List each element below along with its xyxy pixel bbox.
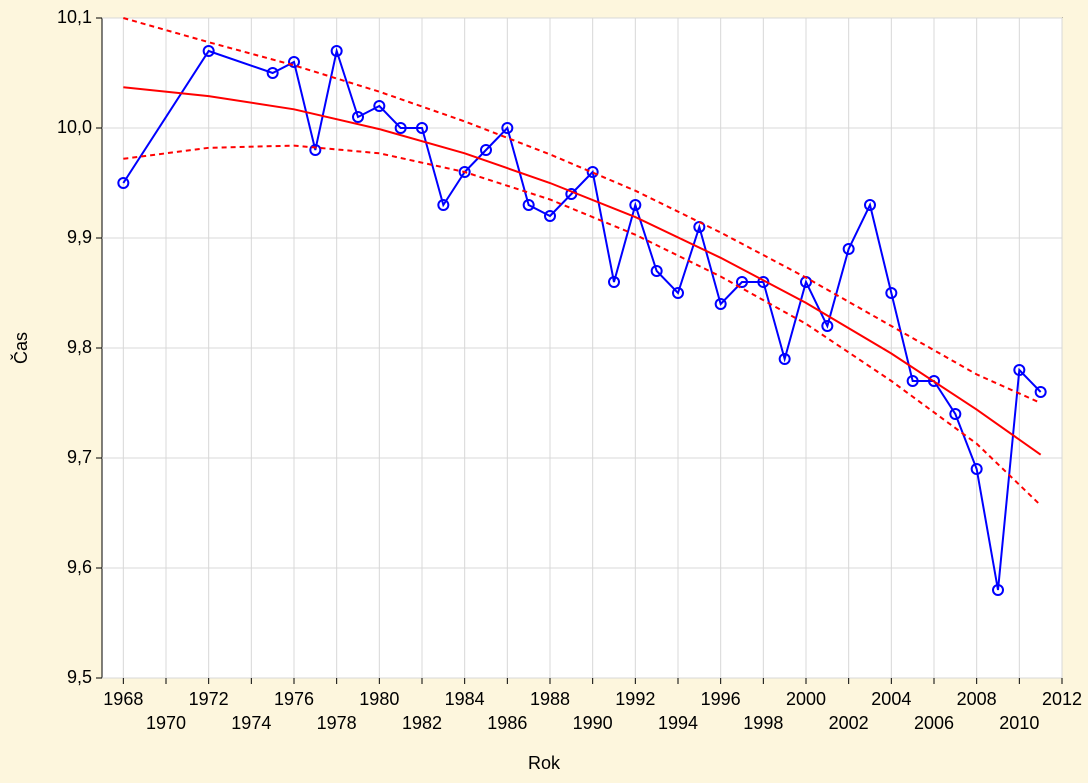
data-point [970,463,983,475]
data-point [928,375,940,387]
data-point [885,287,898,299]
data-point [714,298,727,310]
x-tick-label: 1968 [103,689,143,709]
data-point [906,375,919,387]
data-point [288,56,300,68]
y-axis-label: Čas [10,332,31,364]
series-line [122,47,1042,591]
data-point [864,199,876,211]
y-tick-label: 10,1 [57,7,92,27]
data-point [629,199,642,211]
x-tick-label: 2012 [1042,689,1082,709]
y-tick-label: 9,8 [67,337,92,357]
y-tick-label: 9,7 [67,447,92,467]
x-tick-label: 1998 [743,713,783,733]
data-point [394,122,407,134]
data-point [1034,386,1047,398]
y-tick-label: 9,6 [67,557,92,577]
x-tick-label: 1972 [189,689,229,709]
x-tick-label: 1976 [274,689,314,709]
x-tick-label: 1992 [615,689,655,709]
x-tick-label: 1986 [487,713,527,733]
x-tick-label: 1990 [573,713,613,733]
data-point [608,276,620,288]
x-tick-label: 1974 [231,713,271,733]
data-point [373,100,386,112]
data-point [522,199,535,211]
x-tick-label: 1970 [146,713,186,733]
y-tick-label: 10,0 [57,117,92,137]
data-point [544,210,556,222]
y-tick-label: 9,5 [67,667,92,687]
series-line [123,144,1042,507]
data-point [352,111,364,123]
x-tick-label: 2006 [914,713,954,733]
data-point [480,144,492,156]
data-point [1013,364,1026,376]
x-tick-label: 1988 [530,689,570,709]
x-tick-label: 1980 [359,689,399,709]
series-line [123,86,1042,456]
data-point [330,45,343,57]
series-line [123,17,1042,404]
data-point [437,199,450,211]
x-axis-label: Rok [528,753,561,773]
x-tick-label: 1996 [701,689,741,709]
data-point [778,353,791,365]
data-point [992,584,1004,596]
data-point [117,177,130,189]
data-point [586,166,599,178]
x-tick-label: 2008 [957,689,997,709]
data-point [309,144,322,156]
data-point [821,320,834,332]
x-tick-label: 2002 [829,713,869,733]
y-tick-label: 9,9 [67,227,92,247]
data-point [202,45,215,57]
x-tick-label: 2004 [871,689,911,709]
data-point [458,166,471,178]
data-point [672,287,684,299]
data-point [501,122,514,134]
data-point [266,67,279,79]
data-point [949,408,962,420]
data-point [842,243,855,255]
x-tick-label: 1984 [445,689,485,709]
data-point [736,276,748,288]
x-tick-label: 1994 [658,713,698,733]
x-tick-label: 1982 [402,713,442,733]
x-tick-label: 2000 [786,689,826,709]
x-tick-label: 1978 [317,713,357,733]
x-tick-label: 2010 [999,713,1039,733]
data-point [416,122,428,134]
data-point [650,265,663,277]
